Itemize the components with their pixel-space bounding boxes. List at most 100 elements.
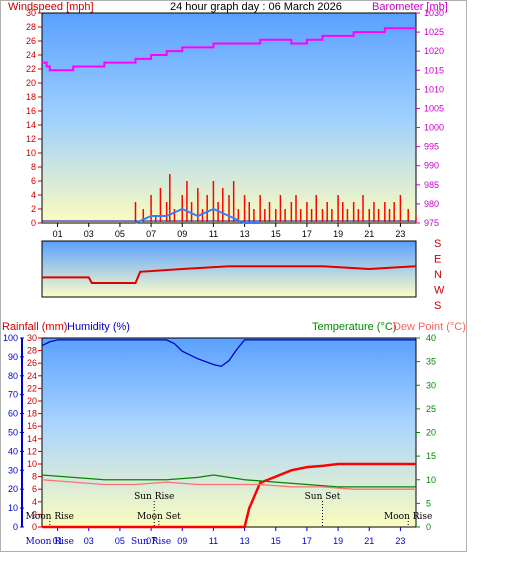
temp-tick-label: 0	[426, 522, 431, 532]
annotation-label: Sun Rise	[134, 492, 174, 502]
wind-direction-line	[42, 265, 417, 284]
rain-tick-label: 12	[27, 446, 37, 456]
chart1-left-tick-label: 4	[31, 190, 36, 200]
chart2-direction-label: W	[434, 285, 445, 297]
chart1-ylabel-left: Windspeed [mph]	[8, 1, 94, 13]
temp-tick-label: 10	[426, 475, 436, 485]
annotation-label: Moon Rise	[26, 512, 74, 522]
chart1-x-tick-label: 23	[395, 229, 405, 239]
chart1-right-tick-label: 1010	[424, 84, 444, 94]
chart3-plot-area	[41, 337, 417, 528]
chart3-x-tick-label: 09	[177, 536, 187, 546]
dew-point-series-line	[41, 479, 416, 490]
chart2-direction-label: N	[434, 269, 442, 281]
chart2-direction-label: E	[434, 254, 441, 266]
chart1-right-tick-label: 1015	[424, 65, 444, 75]
rain-tick-label: 24	[27, 371, 37, 381]
humidity-tick-label: 10	[8, 503, 18, 513]
rain-tick-label: 22	[27, 383, 37, 393]
chart3-ylabel-temp: Temperature (°C)	[312, 321, 396, 333]
chart1-right-tick-label: 1005	[424, 103, 444, 113]
humidity-tick-label: 40	[8, 446, 18, 456]
chart3-x-tick-label: 23	[395, 536, 405, 546]
rain-tick-label: 30	[27, 333, 37, 343]
chart1-right-tick-label: 995	[424, 142, 439, 152]
chart1-plot-area	[41, 12, 417, 224]
humidity-tick-label: 60	[8, 409, 18, 419]
chart1-left-tick-label: 22	[26, 64, 36, 74]
chart1-x-tick-label: 07	[146, 229, 156, 239]
rain-tick-label: 8	[32, 472, 37, 482]
chart1-x-tick-label: 05	[115, 229, 125, 239]
annotation-label: Moon Rise	[26, 537, 74, 547]
chart3-x-tick-label: 19	[333, 536, 343, 546]
chart3-x-tick-label: 13	[240, 536, 250, 546]
chart3-x-tick-label: 01	[53, 536, 63, 546]
chart1-x-tick-label: 21	[364, 229, 374, 239]
chart1-left-tick-label: 14	[26, 120, 36, 130]
chart1-left-tick-label: 24	[26, 50, 36, 60]
wind-series-line	[135, 207, 261, 224]
chart1-right-tick-label: 1025	[424, 27, 444, 37]
chart1-x-tick-label: 03	[84, 229, 94, 239]
chart3-x-tick-label: 17	[302, 536, 312, 546]
chart1-x-tick-label: 17	[302, 229, 312, 239]
barometer-series-line	[42, 27, 416, 72]
temp-tick-label: 20	[426, 428, 436, 438]
rain-tick-label: 0	[32, 522, 37, 532]
chart3-x-tick-label: 15	[271, 536, 281, 546]
temp-tick-label: 5	[426, 498, 431, 508]
humidity-tick-label: 0	[13, 522, 18, 532]
rain-tick-label: 18	[27, 409, 37, 419]
chart1-left-tick-label: 6	[31, 176, 36, 186]
temp-tick-label: 15	[426, 451, 436, 461]
rain-tick-label: 26	[27, 358, 37, 368]
chart1-ylabel-right: Barometer [mb]	[372, 1, 448, 13]
rain-tick-label: 10	[27, 459, 37, 469]
temp-tick-label: 25	[426, 404, 436, 414]
chart1-right-tick-label: 990	[424, 161, 439, 171]
chart3-ylabel-humidity: Humidity (%)	[67, 321, 130, 333]
humidity-tick-label: 80	[8, 371, 18, 381]
chart1-x-tick-label: 01	[53, 229, 63, 239]
chart1-left-tick-label: 16	[26, 106, 36, 116]
chart1-left-tick-label: 28	[26, 22, 36, 32]
chart1-x-tick-label: 13	[240, 229, 250, 239]
chart1-right-tick-label: 980	[424, 199, 439, 209]
humidity-series-line	[41, 339, 416, 368]
humidity-tick-label: 30	[8, 465, 18, 475]
chart1-right-tick-label: 1020	[424, 46, 444, 56]
chart1-left-tick-label: 30	[26, 8, 36, 18]
chart1-left-tick-label: 18	[26, 92, 36, 102]
annotation-label: Sun Rise	[131, 537, 171, 547]
chart3-x-tick-label: 05	[115, 536, 125, 546]
annotation-label: Moon Set	[137, 512, 181, 522]
annotation-label: Sun Set	[305, 492, 341, 502]
temperature-series-line	[41, 474, 416, 488]
temp-tick-label: 35	[426, 357, 436, 367]
chart1-x-tick-label: 15	[271, 229, 281, 239]
chart3-ylabel-rain: Rainfall (mm)	[2, 321, 67, 333]
rain-tick-label: 20	[27, 396, 37, 406]
chart3-ylabel-dew: Dew Point (°C)	[393, 321, 466, 333]
chart1-right-tick-label: 975	[424, 218, 439, 228]
chart1-x-tick-label: 09	[177, 229, 187, 239]
humidity-tick-label: 70	[8, 390, 18, 400]
annotation-label: Moon Rise	[384, 512, 432, 522]
chart1-title: 24 hour graph day : 06 March 2026	[170, 1, 342, 13]
temp-tick-label: 40	[426, 333, 436, 343]
rain-tick-label: 14	[27, 434, 37, 444]
chart2-direction-label: S	[434, 238, 441, 250]
humidity-tick-label: 100	[3, 333, 18, 343]
humidity-tick-label: 50	[8, 428, 18, 438]
chart3-x-tick-label: 21	[364, 536, 374, 546]
rain-tick-label: 6	[32, 484, 37, 494]
rain-tick-label: 16	[27, 421, 37, 431]
chart3-x-tick-label: 07	[146, 536, 156, 546]
chart1-right-tick-label: 1000	[424, 123, 444, 133]
humidity-tick-label: 20	[8, 484, 18, 494]
chart1-right-tick-label: 1030	[424, 8, 444, 18]
chart1-left-tick-label: 12	[26, 134, 36, 144]
chart1-left-tick-label: 10	[26, 148, 36, 158]
